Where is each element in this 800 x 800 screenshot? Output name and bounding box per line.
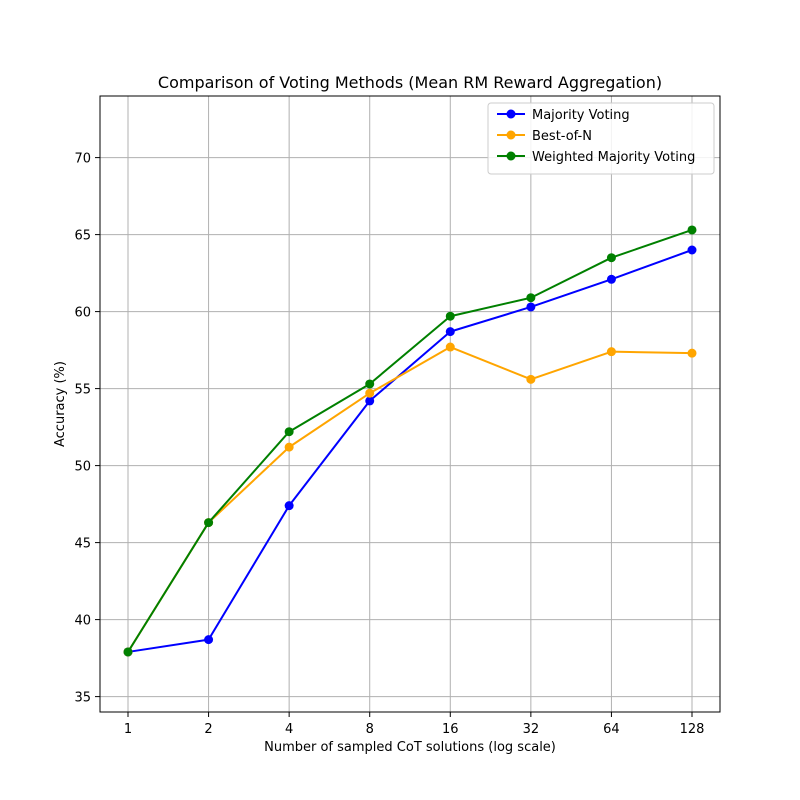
data-point (365, 388, 375, 398)
y-axis-title: Accuracy (%) (53, 361, 68, 447)
data-point (687, 225, 697, 235)
data-point (445, 342, 455, 352)
series-line (127, 346, 693, 653)
data-point (365, 379, 375, 389)
data-point (687, 245, 697, 255)
y-tick-label: 50 (74, 460, 91, 475)
data-point (606, 253, 616, 263)
grid (100, 96, 720, 712)
x-tick-label: 16 (442, 722, 459, 737)
data-point (284, 501, 294, 511)
legend-box (487, 102, 715, 175)
data-point (284, 427, 294, 437)
legend-marker (506, 151, 516, 161)
series (123, 225, 697, 657)
y-axis: 35 40 45 50 55 60 65 70 (74, 152, 100, 706)
data-point (687, 348, 697, 358)
y-tick-label: 60 (74, 306, 91, 321)
data-point (445, 311, 455, 321)
data-point (204, 635, 214, 645)
x-tick-label: 32 (523, 722, 540, 737)
plot-area-frame (99, 95, 721, 713)
y-tick-label: 40 (74, 614, 91, 629)
x-tick-label: 2 (204, 722, 212, 737)
data-point (123, 647, 133, 657)
series-line (127, 249, 693, 653)
y-tick-label: 65 (74, 229, 91, 244)
data-point (204, 518, 214, 528)
series-line (127, 229, 693, 653)
x-tick-label: 64 (603, 722, 620, 737)
legend-label: Best-of-N (532, 129, 592, 144)
y-tick-label: 55 (74, 383, 91, 398)
data-point (526, 302, 536, 312)
x-tick-label: 8 (366, 722, 374, 737)
y-tick-label: 45 (74, 537, 91, 552)
y-tick-label: 70 (74, 152, 91, 167)
series-weighted-majority-voting (123, 225, 697, 657)
x-axis: 1 2 4 8 16 32 64 128 (124, 712, 705, 737)
data-point (526, 293, 536, 303)
data-point (365, 396, 375, 406)
x-axis-title: Number of sampled CoT solutions (log sca… (264, 740, 556, 755)
legend: Majority Voting Best-of-N Weighted Majorit… (487, 102, 715, 175)
data-point (606, 274, 616, 284)
data-point (284, 442, 294, 452)
x-tick-label: 4 (285, 722, 293, 737)
y-tick-label: 35 (74, 691, 91, 706)
data-point (526, 374, 536, 384)
x-tick-label: 128 (680, 722, 705, 737)
legend-marker (506, 130, 516, 140)
legend-marker (506, 109, 516, 119)
chart-title: Comparison of Voting Methods (Mean RM Re… (158, 73, 662, 92)
x-tick-label: 1 (124, 722, 132, 737)
data-point (606, 347, 616, 357)
legend-label: Majority Voting (532, 108, 630, 123)
legend-label: Weighted Majority Voting (532, 150, 695, 165)
data-point (445, 327, 455, 337)
